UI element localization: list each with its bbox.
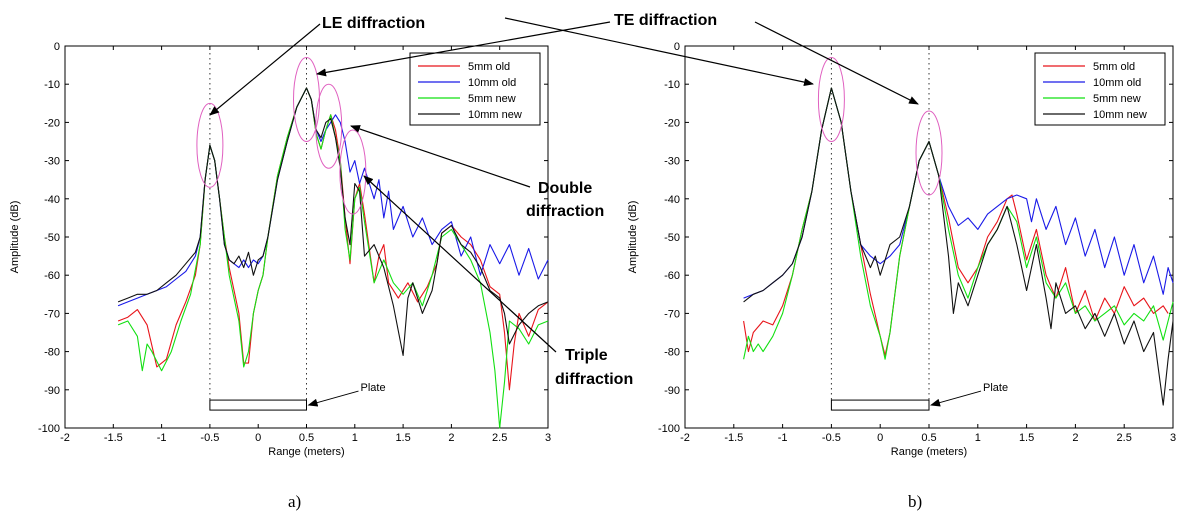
plate-label: Plate <box>983 382 1008 394</box>
te-arrow-b <box>754 21 919 105</box>
series-line-10mm-new <box>743 87 1174 406</box>
highlight-ellipse <box>196 102 224 188</box>
highlight-ellipse <box>315 83 343 169</box>
double-diffraction-label-line2: diffraction <box>526 203 604 220</box>
series-line-5mm-new <box>743 87 1174 360</box>
le-diffraction-label: LE diffraction <box>322 15 425 32</box>
y-tick-label: -10 <box>44 79 60 91</box>
x-tick-label: 3 <box>545 432 551 444</box>
legend-entry: 5mm old <box>468 61 510 73</box>
x-tick-label: 0 <box>255 432 261 444</box>
y-axis-label: Amplitude (dB) <box>627 201 639 274</box>
x-tick-label: 2.5 <box>492 432 507 444</box>
le-arrow-b <box>504 17 814 87</box>
x-tick-label: 1.5 <box>1019 432 1034 444</box>
y-tick-label: -100 <box>38 423 60 435</box>
x-tick-label: -0.5 <box>822 432 841 444</box>
plate-arrow <box>930 390 982 407</box>
chart-a: -2 -1.5 -1 -0.5 0 0.5 1 1.5 2 2.5 3 0 -10 -20 -30 -40 -5… <box>9 41 551 458</box>
highlight-ellipse <box>817 56 845 142</box>
x-tick-label: -1 <box>778 432 788 444</box>
te-arrow-a <box>316 21 611 77</box>
legend-entry: 10mm new <box>1093 109 1147 121</box>
legend-box <box>409 52 541 126</box>
le-arrow-a-left <box>209 23 321 116</box>
y-tick-label: -90 <box>664 385 680 397</box>
x-tick-label: 1 <box>352 432 358 444</box>
x-axis-label: Range (meters) <box>268 446 344 458</box>
legend-entry: 5mm old <box>1093 61 1135 73</box>
x-tick-label: 1 <box>975 432 981 444</box>
y-tick-label: -20 <box>44 117 60 129</box>
x-tick-label: -2 <box>60 432 70 444</box>
x-tick-label: 0.5 <box>921 432 936 444</box>
caption-a: a) <box>288 492 301 511</box>
y-tick-label: 0 <box>674 41 680 53</box>
legend-entry: 5mm new <box>468 93 516 105</box>
chart-b: -2 -1.5 -1 -0.5 0 0.5 1 1.5 2 2.5 3 0 -10 -20 -30 -40 -5… <box>627 41 1176 458</box>
x-tick-label: 1.5 <box>395 432 410 444</box>
y-tick-label: -50 <box>664 232 680 244</box>
triple-diffraction-label-line2: diffraction <box>555 371 633 388</box>
annotation-arrows <box>209 17 919 353</box>
plate-rect <box>830 399 930 411</box>
x-tick-label: 2 <box>448 432 454 444</box>
y-tick-label: -100 <box>658 423 680 435</box>
y-tick-label: -40 <box>44 194 60 206</box>
legend-entry: 10mm new <box>468 109 522 121</box>
legend-entry: 5mm new <box>1093 93 1141 105</box>
x-tick-label: 3 <box>1170 432 1176 444</box>
x-tick-label: 0 <box>877 432 883 444</box>
y-tick-label: -60 <box>44 270 60 282</box>
y-tick-label: -10 <box>664 79 680 91</box>
y-tick-label: -30 <box>44 156 60 168</box>
y-tick-label: 0 <box>54 41 60 53</box>
x-tick-label: -2 <box>680 432 690 444</box>
te-diffraction-label: TE diffraction <box>614 12 717 29</box>
x-axis-label: Range (meters) <box>891 446 967 458</box>
legend-box <box>1034 52 1166 126</box>
x-tick-label: -0.5 <box>200 432 219 444</box>
legend-entry: 10mm old <box>1093 77 1141 89</box>
y-tick-label: -50 <box>44 232 60 244</box>
x-tick-label: 2.5 <box>1117 432 1132 444</box>
plate-label: Plate <box>361 382 386 394</box>
y-tick-label: -30 <box>664 156 680 168</box>
x-tick-label: 2 <box>1072 432 1078 444</box>
plate-arrow <box>307 390 359 407</box>
series-line-5mm-old <box>117 87 549 391</box>
plate-rect <box>209 399 307 411</box>
highlight-ellipse <box>915 110 943 196</box>
double-arrow <box>350 125 531 188</box>
double-diffraction-label-line1: Double <box>538 180 592 197</box>
y-tick-label: -70 <box>44 308 60 320</box>
y-tick-label: -20 <box>664 117 680 129</box>
legend-entry: 10mm old <box>468 77 516 89</box>
triple-diffraction-label-line1: Triple <box>565 347 608 364</box>
caption-b: b) <box>908 492 922 511</box>
triple-arrow <box>363 175 557 353</box>
highlight-ellipse <box>293 56 320 142</box>
y-axis-label: Amplitude (dB) <box>9 201 21 274</box>
y-tick-label: -90 <box>44 385 60 397</box>
y-tick-label: -80 <box>44 347 60 359</box>
x-tick-label: -1.5 <box>724 432 743 444</box>
series-line-10mm-new <box>117 87 549 356</box>
x-tick-label: -1 <box>157 432 167 444</box>
y-tick-label: -40 <box>664 194 680 206</box>
y-tick-label: -60 <box>664 270 680 282</box>
y-tick-label: -80 <box>664 347 680 359</box>
y-tick-label: -70 <box>664 308 680 320</box>
series-line-5mm-new <box>117 87 549 429</box>
legend: 5mm old 10mm old 5mm new 10mm new <box>1034 52 1166 126</box>
legend: 5mm old 10mm old 5mm new 10mm new <box>409 52 541 126</box>
x-tick-label: -1.5 <box>104 432 123 444</box>
x-tick-label: 0.5 <box>299 432 314 444</box>
